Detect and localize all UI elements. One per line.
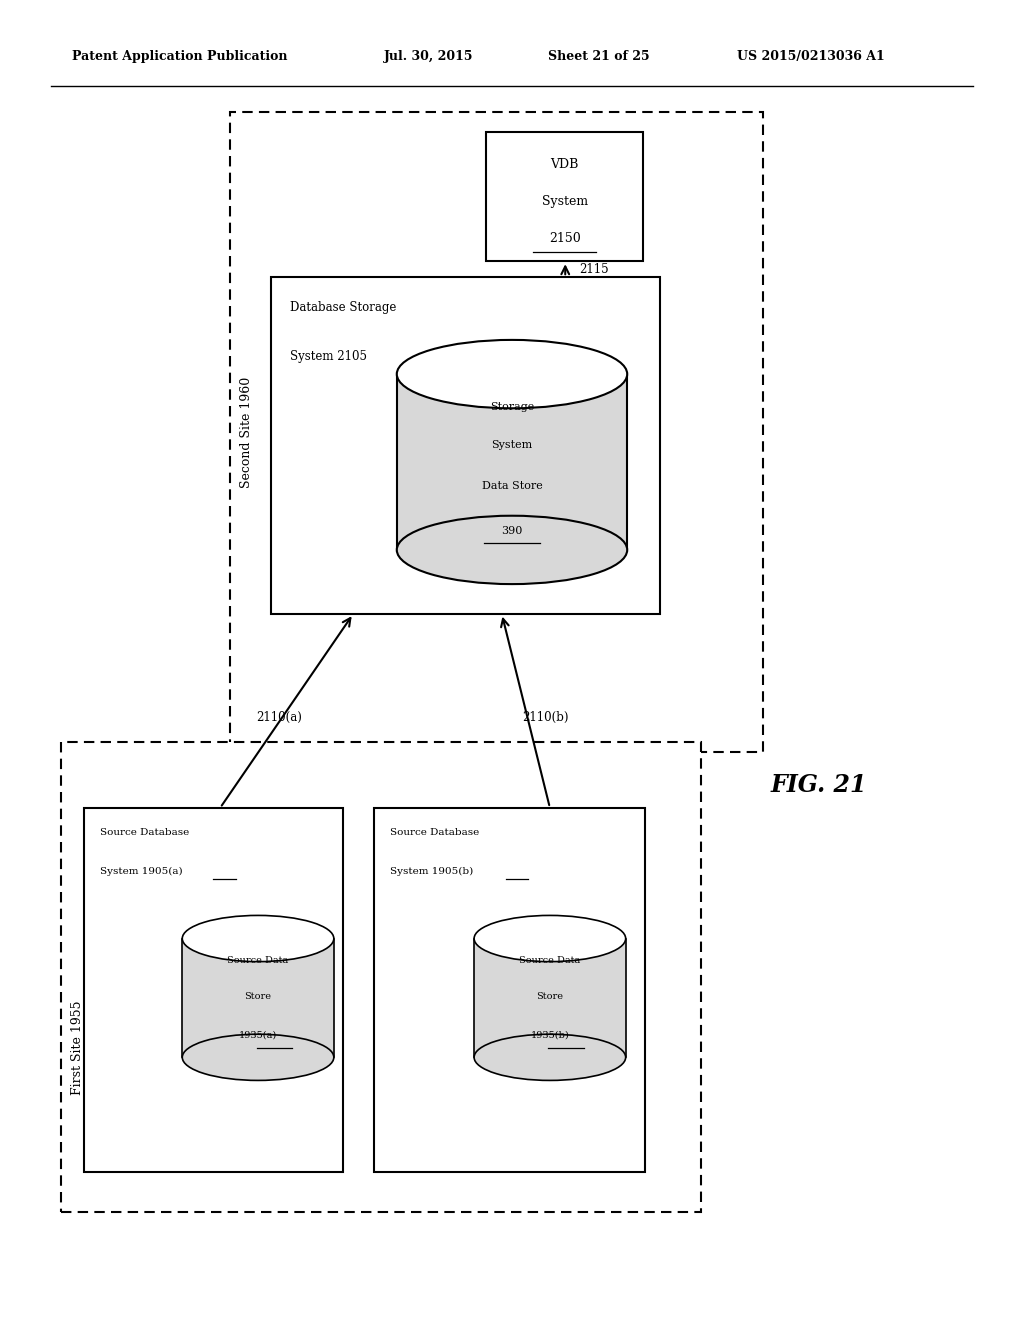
Text: 2110(a): 2110(a) bbox=[256, 711, 302, 723]
Text: Source Database: Source Database bbox=[390, 828, 479, 837]
Text: Sheet 21 of 25: Sheet 21 of 25 bbox=[548, 50, 649, 63]
FancyBboxPatch shape bbox=[486, 132, 643, 261]
Text: Source Database: Source Database bbox=[100, 828, 189, 837]
Text: Patent Application Publication: Patent Application Publication bbox=[72, 50, 287, 63]
Text: 1935(b): 1935(b) bbox=[530, 1031, 569, 1039]
Text: 2110(b): 2110(b) bbox=[522, 711, 568, 723]
Text: 2115: 2115 bbox=[580, 263, 609, 276]
Ellipse shape bbox=[397, 339, 627, 408]
Bar bbox=[474, 939, 626, 1057]
Text: Storage: Storage bbox=[489, 401, 535, 412]
Ellipse shape bbox=[182, 916, 334, 961]
Ellipse shape bbox=[474, 916, 626, 961]
Text: System: System bbox=[542, 195, 588, 209]
Text: System 2105: System 2105 bbox=[290, 350, 367, 363]
Text: 390: 390 bbox=[502, 525, 522, 536]
Text: System: System bbox=[492, 440, 532, 450]
Text: Data Store: Data Store bbox=[481, 480, 543, 491]
Text: Store: Store bbox=[537, 993, 563, 1001]
Text: System 1905(b): System 1905(b) bbox=[390, 867, 473, 876]
Text: System 1905(a): System 1905(a) bbox=[100, 867, 183, 876]
Text: First Site 1955: First Site 1955 bbox=[72, 1001, 84, 1094]
Text: Second Site 1960: Second Site 1960 bbox=[241, 376, 253, 488]
Text: Source Data: Source Data bbox=[519, 957, 581, 965]
FancyBboxPatch shape bbox=[230, 112, 763, 752]
FancyBboxPatch shape bbox=[84, 808, 343, 1172]
FancyBboxPatch shape bbox=[271, 277, 660, 614]
Text: 2150: 2150 bbox=[549, 232, 581, 246]
Text: Store: Store bbox=[245, 993, 271, 1001]
Bar bbox=[397, 374, 627, 550]
FancyBboxPatch shape bbox=[61, 742, 701, 1212]
Text: US 2015/0213036 A1: US 2015/0213036 A1 bbox=[737, 50, 885, 63]
Text: VDB: VDB bbox=[551, 158, 579, 172]
Bar bbox=[182, 939, 334, 1057]
Text: Source Data: Source Data bbox=[227, 957, 289, 965]
Text: Database Storage: Database Storage bbox=[290, 301, 396, 314]
Ellipse shape bbox=[182, 1035, 334, 1080]
Text: Jul. 30, 2015: Jul. 30, 2015 bbox=[384, 50, 473, 63]
FancyBboxPatch shape bbox=[374, 808, 645, 1172]
Ellipse shape bbox=[397, 516, 627, 583]
Text: 1935(a): 1935(a) bbox=[239, 1031, 278, 1039]
Text: FIG. 21: FIG. 21 bbox=[771, 774, 867, 797]
Ellipse shape bbox=[474, 1035, 626, 1080]
